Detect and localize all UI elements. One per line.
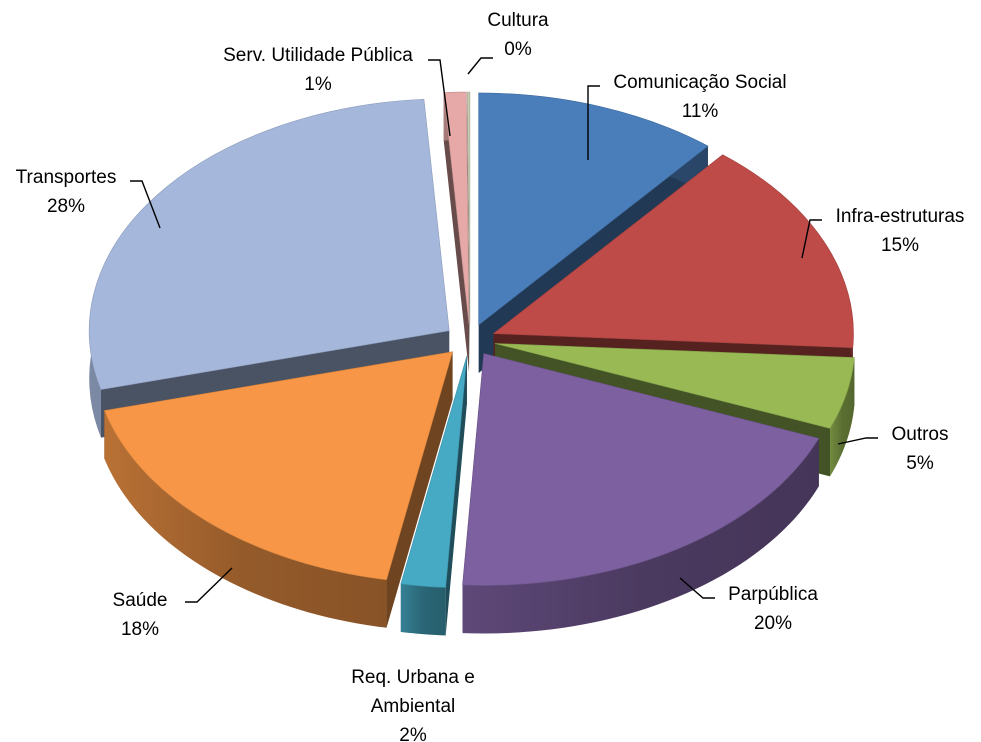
leader-line-serv-utilidade-publica	[428, 59, 451, 137]
label-name: Ambiental	[371, 696, 456, 717]
slice-cultura	[466, 91, 471, 373]
label-percent: 28%	[47, 196, 85, 217]
slice-top-face	[462, 353, 820, 586]
leader-line-cultura	[467, 57, 493, 75]
label-name: Comunicação Social	[613, 72, 786, 93]
label-percent: 5%	[906, 453, 934, 474]
label-parpublica: Parpública 20%	[728, 584, 818, 634]
label-saude: Saúde 18%	[113, 590, 168, 640]
label-percent: 1%	[304, 74, 332, 95]
label-percent: 18%	[121, 619, 159, 640]
label-name: Transportes	[16, 167, 117, 188]
label-percent: 15%	[881, 235, 919, 256]
slice-rim	[400, 583, 446, 636]
slice-rim	[462, 438, 819, 634]
slice-cut-wall	[386, 351, 453, 628]
leader-line-transportes	[130, 180, 161, 229]
label-percent: 20%	[754, 613, 792, 634]
label-serv-utilidade-publica: Serv. Utilidade Pública 1%	[223, 45, 413, 95]
leader-line-saude	[185, 567, 233, 603]
slice-req-urbana-e-ambiental	[400, 355, 468, 636]
label-transportes: Transportes 28%	[16, 167, 117, 217]
label-percent: 11%	[682, 101, 719, 122]
leader-line-parpublica	[679, 577, 715, 599]
slice-cut-wall	[443, 92, 470, 373]
slice-parpublica	[462, 353, 820, 634]
slice-top-face	[103, 351, 453, 581]
label-percent: 0%	[504, 39, 532, 60]
label-name: Req. Urbana e	[351, 667, 475, 688]
slice-top-face	[88, 98, 450, 390]
label-leader-lines	[130, 57, 878, 603]
label-percent: 2%	[399, 725, 427, 742]
label-outros: Outros 5%	[891, 424, 948, 474]
label-name: Cultura	[487, 10, 549, 31]
slice-top-face	[494, 343, 855, 429]
pie-faces	[88, 91, 855, 636]
slice-labels: Comunicação Social 11% Infra-estruturas 15%…	[16, 10, 965, 742]
leader-line-comunicacao-social	[587, 85, 600, 160]
label-infra-estruturas: Infra-estruturas 15%	[836, 206, 965, 256]
label-req-urbana-e-ambiental: Req. Urbana e Ambiental 2%	[351, 667, 475, 742]
slice-cut-wall	[445, 355, 467, 636]
label-name: Infra-estruturas	[836, 206, 965, 227]
leader-line-outros	[837, 437, 878, 445]
slice-top-face	[400, 355, 468, 588]
leader-line-infra-estruturas	[801, 219, 822, 259]
label-cultura: Cultura 0%	[487, 10, 549, 60]
label-name: Outros	[891, 424, 948, 445]
label-comunicacao-social: Comunicação Social 11%	[613, 72, 786, 122]
slice-top-face	[478, 92, 709, 326]
label-name: Saúde	[113, 590, 168, 611]
slice-saude	[103, 351, 453, 628]
label-name: Parpública	[728, 584, 818, 605]
slice-rim	[830, 357, 855, 477]
label-name: Serv. Utilidade Pública	[223, 45, 413, 66]
slice-top-face	[466, 91, 471, 325]
slice-top-face	[443, 91, 470, 325]
slice-rim	[104, 410, 387, 628]
slice-top-face	[492, 154, 854, 349]
